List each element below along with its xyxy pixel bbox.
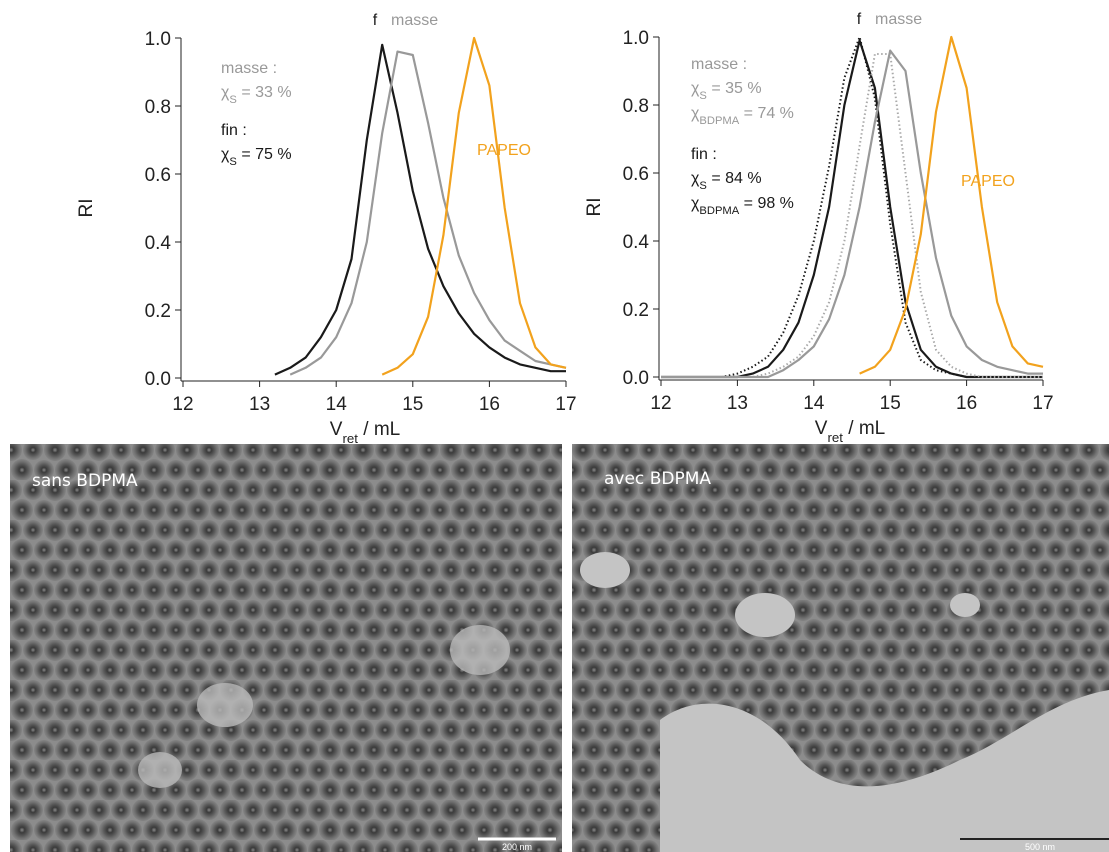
chart: 0.0 0.2 0.4 0.6 0.8 1.0 12 13 14 15 16 17 RI Vret / m… <box>76 12 577 446</box>
annotation-sub: S <box>699 90 706 102</box>
annotation-main: f <box>373 12 378 29</box>
data-line <box>381 36 567 376</box>
annotation-sub: S <box>699 180 706 192</box>
annotation: χS = 35 % <box>691 80 762 102</box>
annotation-rest: = 33 % <box>237 84 292 101</box>
annotation-rest: = 74 % <box>739 105 794 122</box>
x-axis-label-sub: ret <box>827 430 843 445</box>
y-tick-label: 0.0 <box>145 369 171 390</box>
x-tick-label: 14 <box>803 393 825 414</box>
annotation-sub: S <box>229 94 236 106</box>
x-tick-label: 15 <box>880 393 901 414</box>
annotation: PAPEO <box>961 173 1015 190</box>
annotation-main: masse : <box>691 56 747 73</box>
x-axis-label: Vret / mL <box>330 419 400 446</box>
annotation-main: masse <box>875 11 922 28</box>
annotation: f <box>857 11 862 28</box>
annotation-sub: S <box>229 156 236 168</box>
x-axis-label-main: V <box>330 419 343 440</box>
annotation-main: masse : <box>221 60 277 77</box>
data-line <box>274 43 566 376</box>
x-axis-label-sub: ret <box>342 431 358 446</box>
x-tick-label: 12 <box>172 394 193 415</box>
y-tick-label: 0.6 <box>145 165 171 186</box>
data-line <box>859 35 1044 375</box>
y-tick-label: 0.2 <box>623 300 649 321</box>
x-tick-label: 16 <box>956 393 977 414</box>
image-label: avec BDPMA <box>604 469 711 489</box>
y-tick-label: 0.4 <box>145 233 172 254</box>
annotation-main: masse <box>391 12 438 29</box>
scale-bar-label: 500 nm <box>1025 842 1055 852</box>
x-tick-label: 15 <box>402 394 423 415</box>
y-axis-label: RI <box>584 198 605 217</box>
image-label: sans BDPMA <box>32 471 138 491</box>
annotation-rest: = 35 % <box>707 80 762 97</box>
y-tick-label: 0.8 <box>623 96 649 117</box>
x-tick-label: 17 <box>1032 393 1053 414</box>
x-axis-label-rest: / mL <box>843 418 885 439</box>
x-axis-label: Vret / mL <box>815 418 885 445</box>
y-tick-label: 0.6 <box>623 164 649 185</box>
tem-image-left <box>10 444 562 852</box>
annotation: masse <box>875 11 922 28</box>
annotation: fin : <box>221 122 247 139</box>
annotation: f <box>373 12 378 29</box>
annotation: masse : <box>221 60 277 77</box>
annotation: masse : <box>691 56 747 73</box>
annotation-rest: = 98 % <box>739 195 794 212</box>
scale-bar-label: 200 nm <box>502 842 532 852</box>
annotation-main: χ <box>221 146 230 163</box>
annotation-main: fin : <box>691 146 717 163</box>
x-tick-label: 13 <box>727 393 748 414</box>
x-tick-label: 17 <box>555 394 576 415</box>
data-line <box>661 49 1043 379</box>
annotation-rest: = 75 % <box>237 146 292 163</box>
annotation: masse <box>391 12 438 29</box>
annotation: χS = 84 % <box>691 170 762 192</box>
x-tick-label: 12 <box>650 393 671 414</box>
x-tick-label: 14 <box>326 394 348 415</box>
y-tick-label: 0.8 <box>145 97 171 118</box>
tem-image-right <box>572 444 1109 852</box>
chart: 0.0 0.2 0.4 0.6 0.8 1.0 12 13 14 15 16 17 RI Vret / m… <box>584 11 1054 445</box>
y-tick-label: 0.0 <box>623 368 649 389</box>
annotation-main: f <box>857 11 862 28</box>
x-tick-label: 16 <box>479 394 500 415</box>
annotation: χS = 75 % <box>221 146 292 168</box>
annotation: fin : <box>691 146 717 163</box>
x-axis-label-main: V <box>815 418 828 439</box>
x-axis-label-rest: / mL <box>358 419 400 440</box>
y-tick-label: 1.0 <box>623 28 649 49</box>
annotation-main: χ <box>691 170 700 187</box>
y-axis-label: RI <box>76 199 97 218</box>
data-line <box>661 53 1043 378</box>
annotation-main: PAPEO <box>961 173 1015 190</box>
x-tick-label: 13 <box>249 394 270 415</box>
annotation-main: fin : <box>221 122 247 139</box>
annotation: χS = 33 % <box>221 84 292 106</box>
annotation-sub: BDPMA <box>699 205 739 217</box>
annotation: χBDPMA = 98 % <box>691 195 794 217</box>
annotation-main: PAPEO <box>477 142 531 159</box>
annotation: PAPEO <box>477 142 531 159</box>
y-tick-label: 0.2 <box>145 301 171 322</box>
annotation-main: χ <box>691 80 700 97</box>
data-line <box>661 36 1043 378</box>
y-tick-label: 0.4 <box>623 232 650 253</box>
annotation-main: χ <box>691 195 700 212</box>
annotation-sub: BDPMA <box>699 115 739 127</box>
y-tick-label: 1.0 <box>145 29 171 50</box>
annotation-main: χ <box>691 105 700 122</box>
annotation-rest: = 84 % <box>707 170 762 187</box>
annotation: χBDPMA = 74 % <box>691 105 794 127</box>
annotation-main: χ <box>221 84 230 101</box>
data-line <box>289 50 567 376</box>
